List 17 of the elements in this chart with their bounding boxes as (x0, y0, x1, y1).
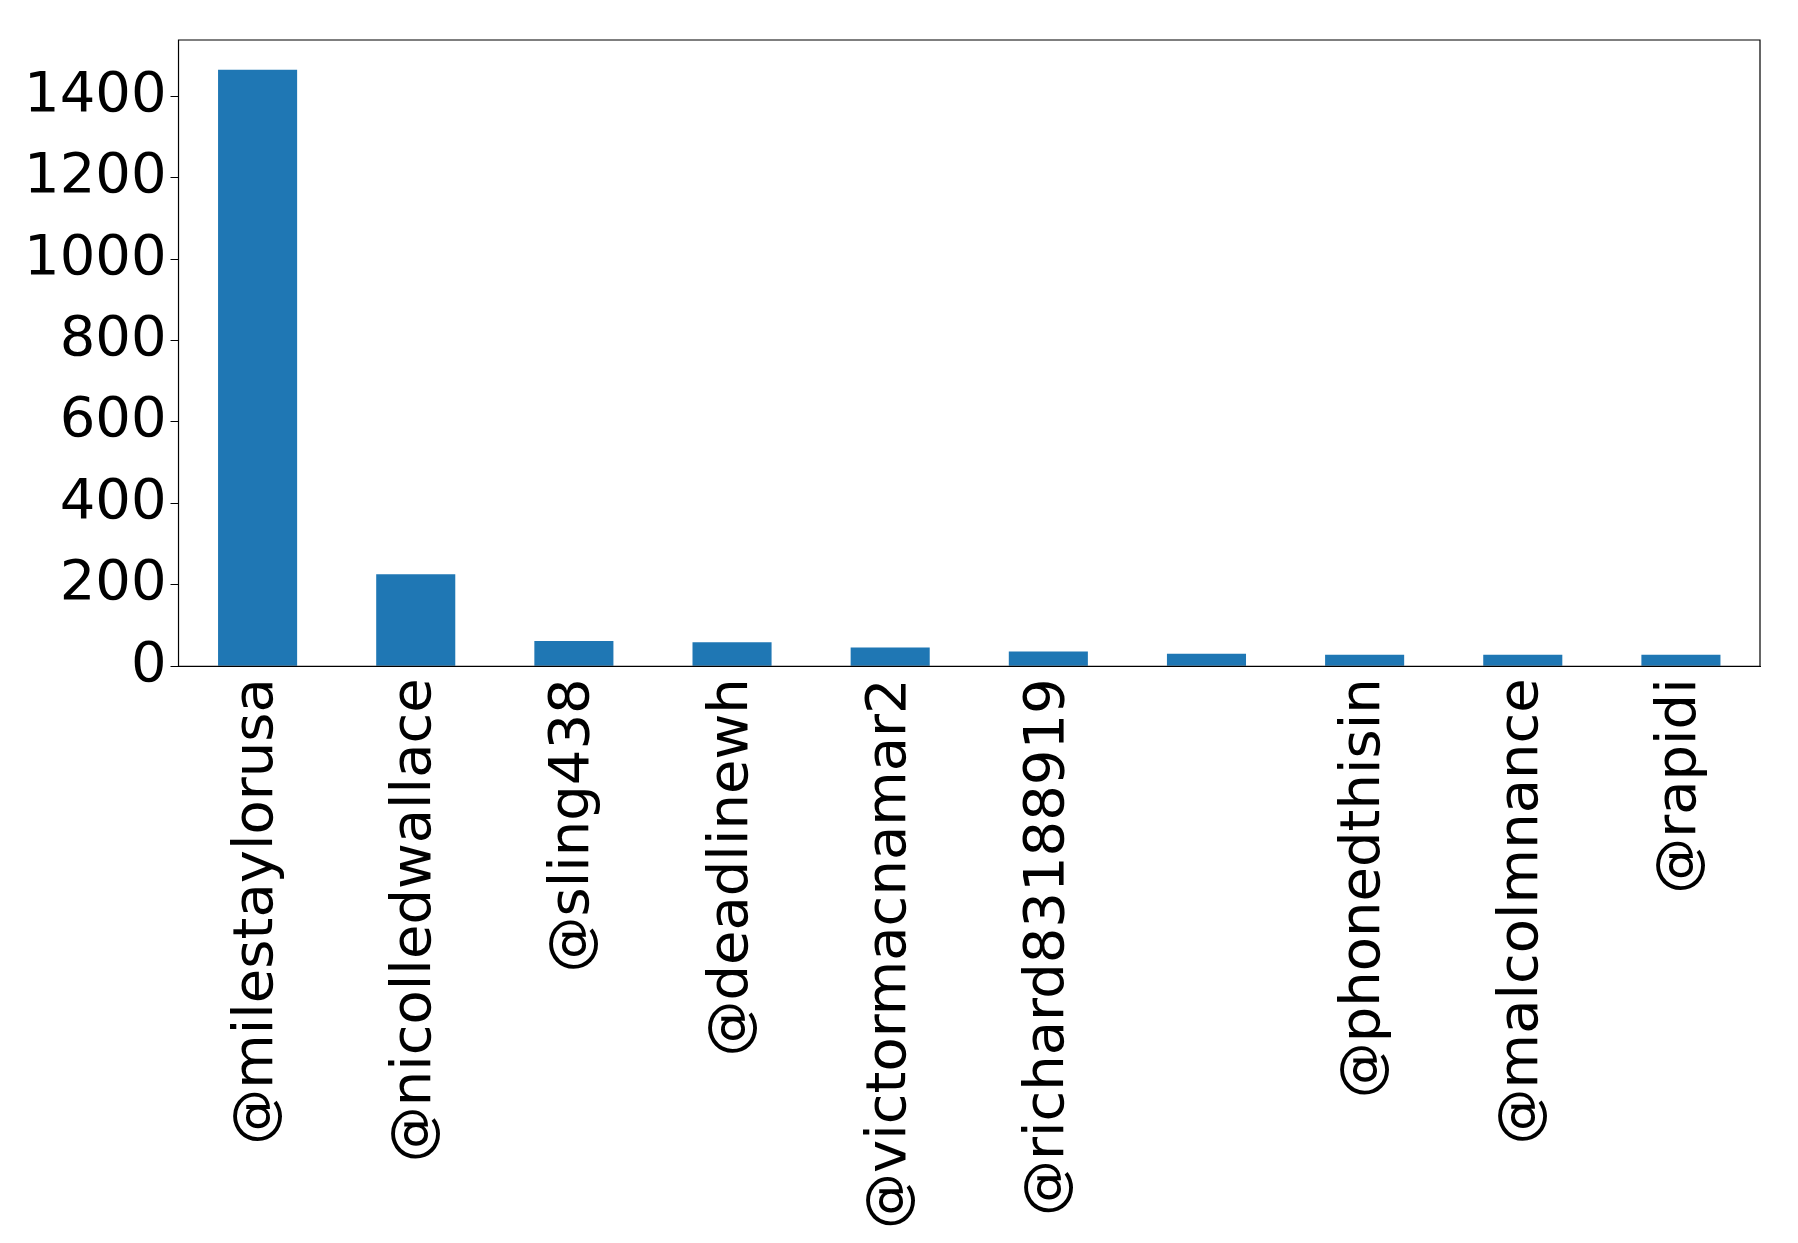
x-tick-label: @malcolmnance (1485, 678, 1551, 1145)
y-tick-label: 200 (59, 547, 167, 613)
x-tick-label: @victormacnamar2 (852, 678, 918, 1229)
x-tick-label: @milestaylorusa (220, 678, 286, 1145)
y-tick-label: 1200 (24, 140, 167, 206)
y-tick-label: 1400 (24, 58, 167, 124)
y-tick-label: 800 (59, 303, 167, 369)
x-tick-label: @richard83188919 (1010, 678, 1076, 1217)
x-tick-label: @deadlinewh (694, 678, 760, 1057)
y-tick-label: 400 (59, 465, 167, 531)
y-tick-label: 600 (59, 384, 167, 450)
x-tick-label: @rapidi (1643, 678, 1709, 894)
y-tick-label: 1000 (24, 221, 167, 287)
y-tick-label: 0 (130, 628, 167, 694)
x-tick-label: @sling438 (536, 678, 602, 973)
x-tick-label: @phonedthisin (1327, 678, 1393, 1099)
x-tick-label: @nicolledwallace (378, 678, 444, 1163)
